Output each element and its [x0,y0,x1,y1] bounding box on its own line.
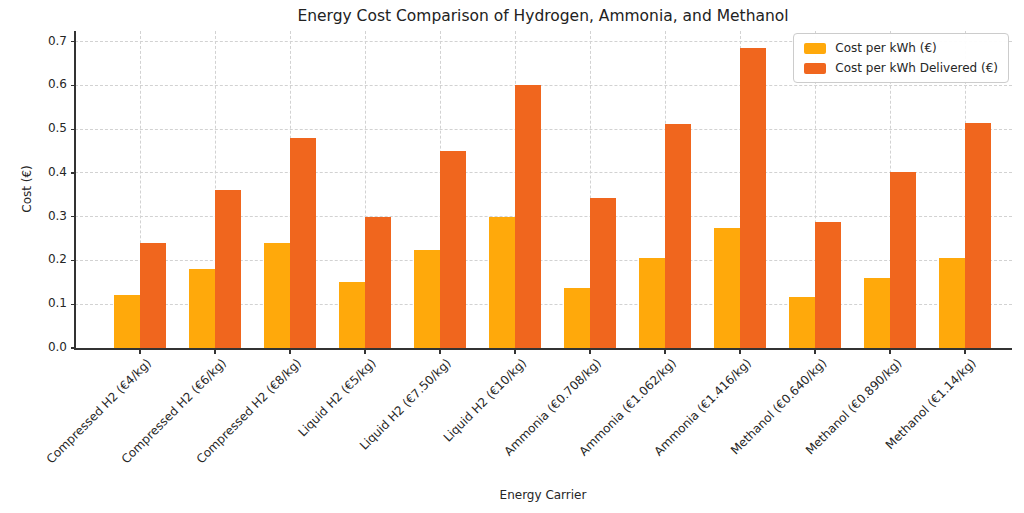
legend-item-cost-per-kwh: Cost per kWh (€) [804,41,998,55]
x-tick-mark [889,350,890,354]
bar-cost-per-kwh-delivered [365,217,391,348]
y-tick-label: 0.4 [27,165,67,179]
y-gridline [75,129,1012,130]
x-tick-mark [814,350,815,354]
x-tick-mark [139,350,140,354]
bar-cost-per-kwh [789,297,815,348]
legend-swatch-cost-per-kwh-icon [804,43,826,54]
x-axis-label: Energy Carrier [75,488,1011,502]
y-gridline [75,172,1012,173]
x-tick-mark [214,350,215,354]
bar-cost-per-kwh-delivered [965,123,991,348]
bar-cost-per-kwh [339,282,365,348]
bar-cost-per-kwh-delivered [440,151,466,348]
bar-cost-per-kwh [714,228,740,348]
bar-cost-per-kwh [564,288,590,348]
legend-swatch-cost-per-kwh-delivered-icon [804,63,826,74]
bar-cost-per-kwh [189,269,215,348]
x-tick-mark [514,350,515,354]
bar-cost-per-kwh [939,258,965,348]
bar-cost-per-kwh [489,217,515,348]
x-tick-label: Liquid H2 (€5/kg) [296,356,379,439]
y-tick-label: 0.5 [27,121,67,135]
bar-cost-per-kwh-delivered [590,198,616,348]
y-gridline [75,85,1012,86]
bar-cost-per-kwh-delivered [215,190,241,348]
legend-label-cost-per-kwh-delivered: Cost per kWh Delivered (€) [835,61,998,75]
legend-label-cost-per-kwh: Cost per kWh (€) [835,41,936,55]
y-axis-spine [74,31,76,348]
bar-cost-per-kwh-delivered [515,85,541,348]
bar-cost-per-kwh-delivered [740,48,766,348]
x-tick-label: Liquid H2 (€10/kg) [440,356,529,445]
x-tick-mark [739,350,740,354]
y-tick-label: 0.0 [27,340,67,354]
bar-cost-per-kwh-delivered [665,124,691,348]
bar-cost-per-kwh-delivered [815,222,841,348]
bar-cost-per-kwh-delivered [140,243,166,348]
x-tick-mark [589,350,590,354]
y-tick-label: 0.3 [27,209,67,223]
x-tick-mark [664,350,665,354]
bar-cost-per-kwh [414,250,440,348]
bar-cost-per-kwh [639,258,665,348]
y-tick-label: 0.6 [27,77,67,91]
bar-cost-per-kwh-delivered [290,138,316,348]
legend: Cost per kWh (€) Cost per kWh Delivered … [793,33,1009,83]
legend-item-cost-per-kwh-delivered: Cost per kWh Delivered (€) [804,61,998,75]
bar-cost-per-kwh [264,243,290,348]
x-tick-mark [964,350,965,354]
chart-title: Energy Cost Comparison of Hydrogen, Ammo… [75,7,1011,25]
bar-cost-per-kwh [114,295,140,348]
x-tick-mark [364,350,365,354]
x-axis-spine [74,348,1012,350]
x-tick-mark [289,350,290,354]
y-tick-label: 0.1 [27,296,67,310]
bar-cost-per-kwh [864,278,890,348]
figure: Energy Cost Comparison of Hydrogen, Ammo… [0,0,1024,513]
y-tick-label: 0.2 [27,252,67,266]
bar-cost-per-kwh-delivered [890,172,916,348]
x-tick-mark [439,350,440,354]
y-tick-label: 0.7 [27,34,67,48]
